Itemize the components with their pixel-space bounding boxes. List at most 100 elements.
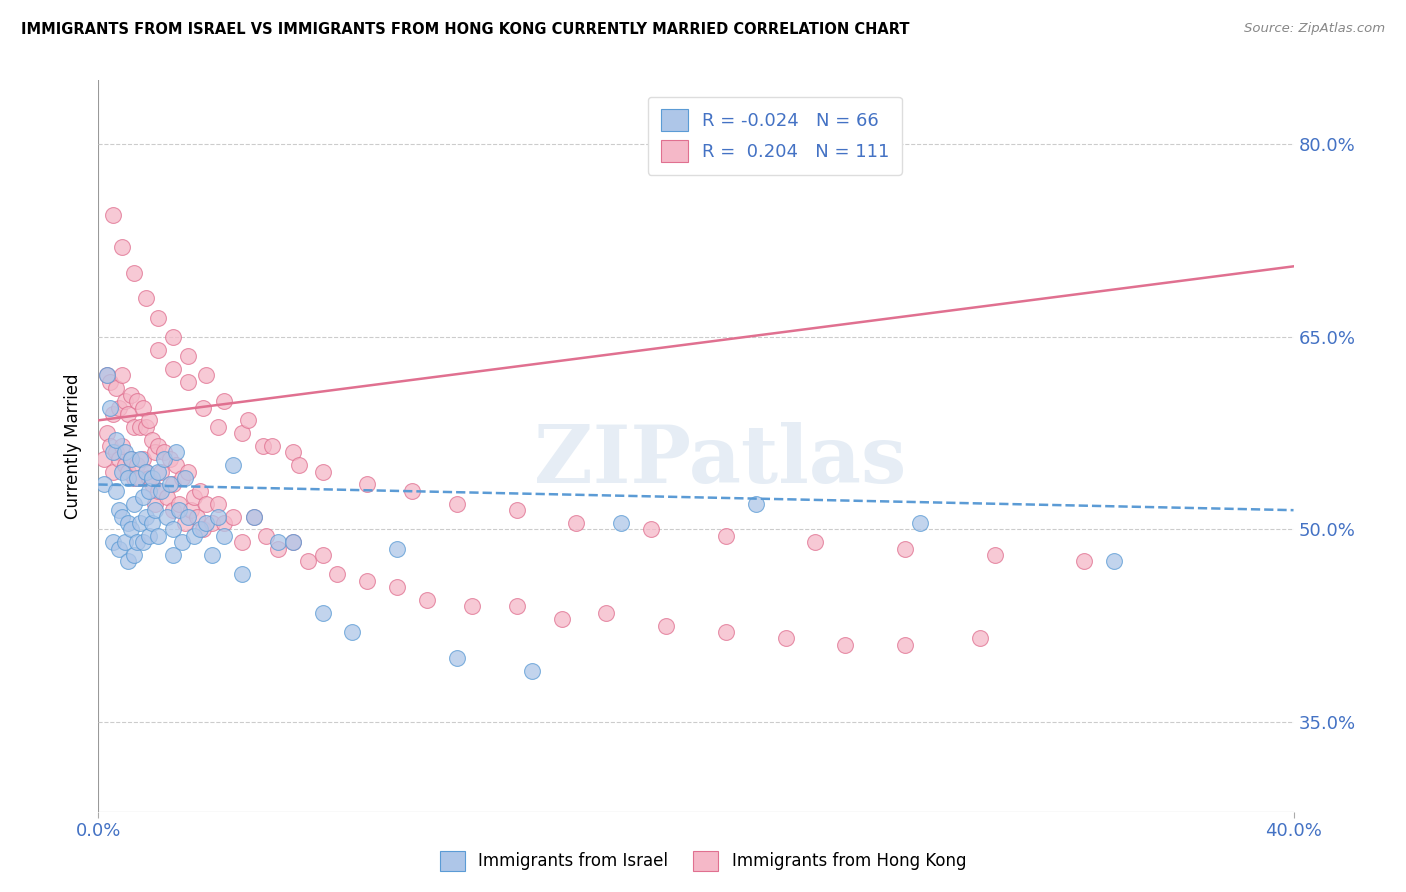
Point bbox=[143, 503, 166, 517]
Point bbox=[172, 535, 194, 549]
Point bbox=[162, 330, 184, 344]
Point bbox=[98, 375, 122, 389]
Point bbox=[212, 394, 235, 409]
Point bbox=[135, 465, 157, 479]
Point bbox=[297, 554, 319, 568]
Point bbox=[177, 375, 200, 389]
Point bbox=[162, 523, 184, 537]
Point bbox=[129, 471, 152, 485]
Point bbox=[520, 664, 543, 678]
Point bbox=[446, 497, 468, 511]
Point bbox=[127, 471, 149, 485]
Point bbox=[138, 471, 160, 485]
Legend: Immigrants from Israel, Immigrants from Hong Kong: Immigrants from Israel, Immigrants from … bbox=[432, 842, 974, 880]
Point bbox=[311, 606, 333, 620]
Point bbox=[150, 465, 173, 479]
Point bbox=[111, 439, 134, 453]
Point bbox=[132, 491, 155, 505]
Point bbox=[908, 516, 931, 530]
Point bbox=[385, 580, 409, 594]
Point bbox=[141, 471, 163, 485]
Point bbox=[105, 483, 128, 498]
Point bbox=[1104, 554, 1126, 568]
Legend: R = -0.024   N = 66, R =  0.204   N = 111: R = -0.024 N = 66, R = 0.204 N = 111 bbox=[648, 96, 903, 175]
Point bbox=[96, 426, 118, 441]
Point bbox=[135, 292, 157, 306]
Point bbox=[177, 465, 200, 479]
Point bbox=[195, 368, 218, 383]
Point bbox=[565, 516, 588, 530]
Point bbox=[141, 477, 163, 491]
Point bbox=[207, 497, 229, 511]
Point bbox=[103, 535, 125, 549]
Point bbox=[132, 451, 155, 466]
Point bbox=[191, 523, 214, 537]
Point bbox=[201, 548, 224, 562]
Point bbox=[127, 394, 149, 409]
Point bbox=[775, 632, 797, 646]
Point bbox=[243, 509, 266, 524]
Point bbox=[1073, 554, 1095, 568]
Point bbox=[254, 529, 277, 543]
Point bbox=[148, 529, 170, 543]
Point bbox=[183, 529, 205, 543]
Point bbox=[287, 458, 309, 473]
Point bbox=[655, 618, 678, 632]
Point bbox=[124, 471, 146, 485]
Point bbox=[148, 465, 170, 479]
Point bbox=[207, 419, 229, 434]
Point bbox=[96, 368, 118, 383]
Point bbox=[143, 497, 166, 511]
Point bbox=[108, 503, 131, 517]
Point bbox=[105, 381, 128, 395]
Point bbox=[148, 439, 170, 453]
Point bbox=[191, 401, 214, 415]
Point bbox=[311, 548, 333, 562]
Point bbox=[148, 343, 170, 357]
Point bbox=[212, 516, 235, 530]
Point bbox=[98, 401, 122, 415]
Point bbox=[153, 451, 176, 466]
Point bbox=[714, 529, 737, 543]
Point bbox=[120, 451, 142, 466]
Point bbox=[111, 368, 134, 383]
Point bbox=[804, 535, 827, 549]
Point bbox=[162, 362, 184, 376]
Point bbox=[93, 477, 115, 491]
Point bbox=[108, 401, 131, 415]
Point bbox=[506, 599, 529, 614]
Point bbox=[172, 471, 194, 485]
Point bbox=[236, 413, 259, 427]
Point bbox=[117, 471, 139, 485]
Point bbox=[165, 458, 187, 473]
Point bbox=[167, 497, 190, 511]
Point bbox=[356, 477, 378, 491]
Point bbox=[108, 541, 131, 556]
Point bbox=[610, 516, 633, 530]
Point bbox=[222, 458, 245, 473]
Point bbox=[156, 491, 179, 505]
Point bbox=[117, 465, 139, 479]
Point bbox=[186, 509, 208, 524]
Point bbox=[267, 535, 290, 549]
Point bbox=[969, 632, 991, 646]
Point bbox=[120, 523, 142, 537]
Point bbox=[252, 439, 274, 453]
Point bbox=[114, 535, 136, 549]
Point bbox=[114, 394, 136, 409]
Point bbox=[111, 240, 134, 254]
Point bbox=[132, 535, 155, 549]
Point bbox=[177, 509, 200, 524]
Point bbox=[93, 451, 115, 466]
Point bbox=[148, 310, 170, 325]
Point bbox=[326, 567, 349, 582]
Point bbox=[159, 451, 181, 466]
Point bbox=[162, 477, 184, 491]
Point bbox=[117, 554, 139, 568]
Point bbox=[356, 574, 378, 588]
Point bbox=[105, 445, 128, 459]
Point bbox=[103, 465, 125, 479]
Point bbox=[124, 419, 146, 434]
Point bbox=[714, 625, 737, 640]
Point bbox=[595, 606, 617, 620]
